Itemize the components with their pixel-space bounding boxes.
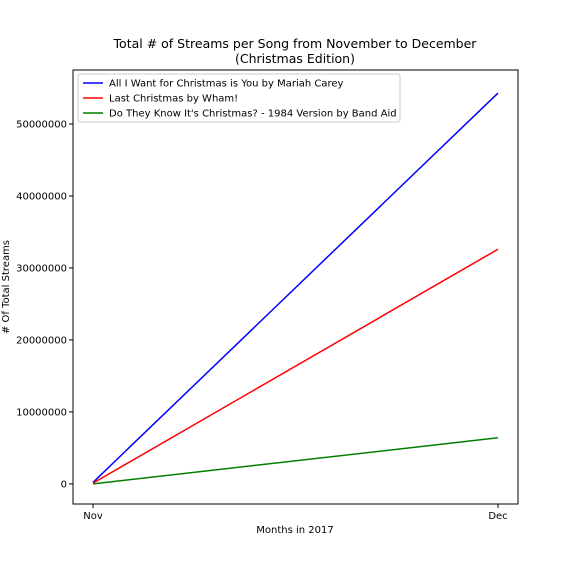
legend-box xyxy=(77,73,401,123)
chart-title-line-1: Total # of Streams per Song from Novembe… xyxy=(113,36,478,51)
y-tick-label: 50000000 xyxy=(16,119,67,130)
x-tick-label: Dec xyxy=(488,511,507,522)
legend-label: All I Want for Christmas is You by Maria… xyxy=(109,79,344,90)
y-tick-label: 40000000 xyxy=(16,191,67,202)
chart-title-line-2: (Christmas Edition) xyxy=(235,51,355,66)
x-tick-label: Nov xyxy=(83,511,103,522)
x-axis-label: Months in 2017 xyxy=(256,525,333,536)
plot-frame xyxy=(72,69,519,505)
legend: All I Want for Christmas is You by Maria… xyxy=(77,73,401,123)
series-line xyxy=(92,437,499,485)
legend-label: Do They Know It's Christmas? - 1984 Vers… xyxy=(109,109,397,120)
series-line xyxy=(92,92,499,483)
y-axis-label: # Of Total Streams xyxy=(1,240,12,334)
y-tick-label: 0 xyxy=(61,479,67,490)
legend-label: Last Christmas by Wham! xyxy=(109,94,238,105)
y-tick-label: 30000000 xyxy=(16,263,67,274)
series-line xyxy=(92,248,499,484)
y-tick-label: 10000000 xyxy=(16,407,67,418)
y-tick-label: 20000000 xyxy=(16,335,67,346)
plot-area: 0 10000000 20000000 30000000 40000000 5000000… xyxy=(16,92,508,522)
